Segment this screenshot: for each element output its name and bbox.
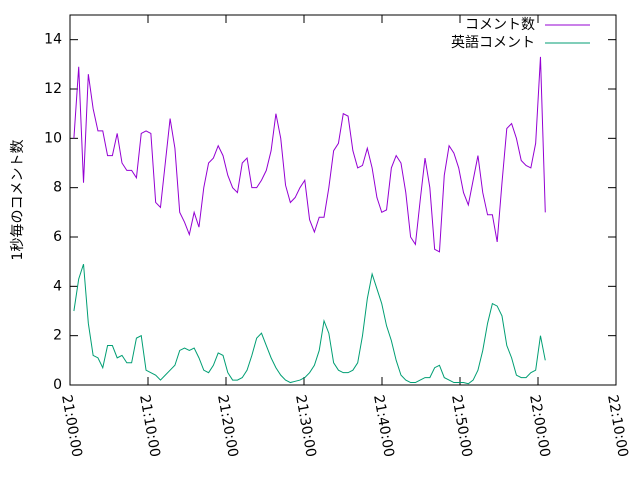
y-tick-label: 10 [44, 130, 62, 146]
y-tick-label: 14 [44, 32, 62, 48]
series-line [73, 56, 546, 253]
legend-label: コメント数 [465, 17, 535, 33]
y-tick-label: 12 [44, 81, 62, 97]
legend-label: 英語コメント [451, 34, 535, 51]
y-tick-label: 8 [53, 180, 62, 196]
y-axis-label: 1秒毎のコメント数 [10, 140, 26, 261]
plot-border [69, 14, 617, 386]
series-line [73, 263, 546, 385]
y-tick-label: 0 [53, 377, 62, 393]
y-tick-label: 4 [53, 278, 62, 294]
y-tick-label: 6 [53, 229, 62, 245]
y-tick-label: 2 [53, 328, 62, 344]
